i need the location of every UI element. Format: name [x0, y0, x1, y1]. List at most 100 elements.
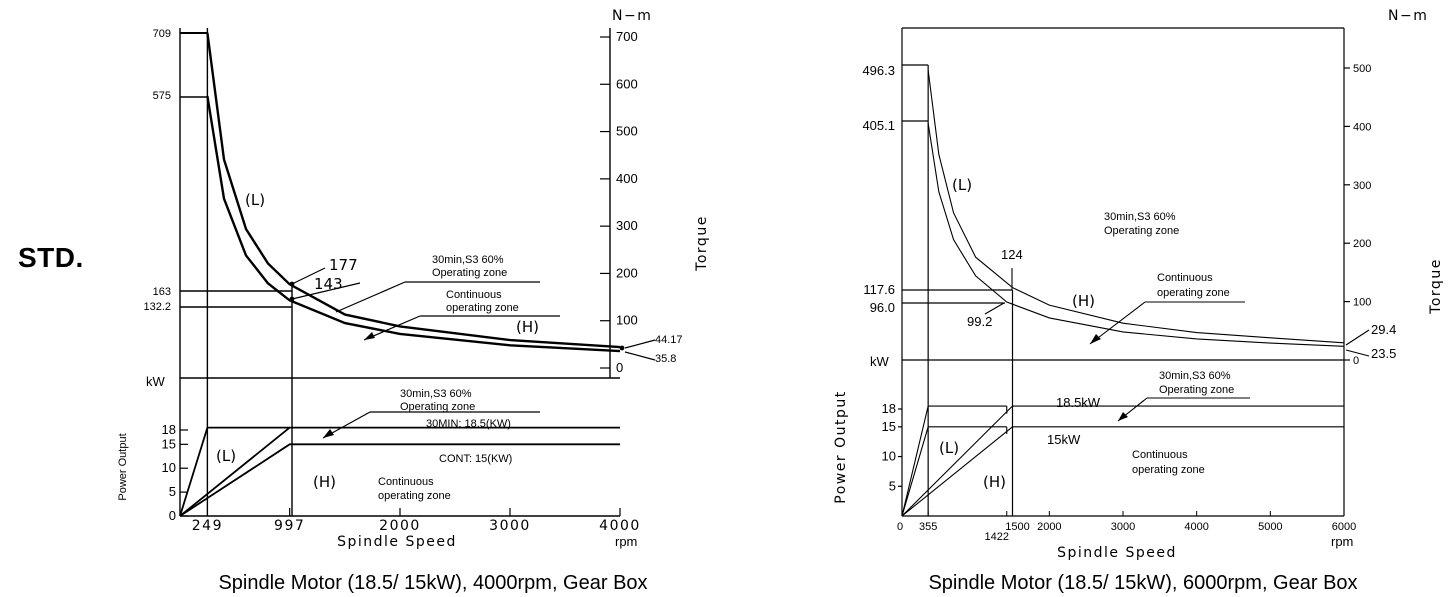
chart-2-zone30-2: Operating zone: [1104, 225, 1179, 237]
chart-2-torque-tick-label: 300: [1353, 180, 1371, 192]
chart-2-torque-unit: N−m: [1388, 8, 1428, 24]
chart-1-dot-end: [619, 345, 625, 351]
chart-1-p-cont-2: operating zone: [378, 490, 451, 502]
chart-2-left-label-117: 117.6: [863, 282, 895, 297]
chart-1-marks: [179, 32, 656, 517]
chart-2-p-cont-1: Continuous: [1132, 449, 1188, 461]
chart-1-leader-44: [624, 339, 656, 349]
chart-2-torque-axis-label: Torque: [1428, 258, 1444, 315]
chart-2-power-tick-label: 15: [882, 419, 896, 434]
chart-1-power-tick-label: 15: [162, 436, 176, 451]
chart-1-x-axis-label: Spindle Speed: [337, 534, 457, 550]
chart-1-cont-1: Continuous: [446, 289, 502, 301]
chart-2-x-unit: rpm: [1331, 534, 1353, 549]
chart-2-x-tick-label: 1500: [1005, 521, 1029, 533]
chart-1-title: Spindle Motor (18.5/ 15kW), 4000rpm, Gea…: [218, 572, 647, 594]
chart-1-x-tick-label: 249: [192, 518, 223, 534]
chart-2-power-tick-label: 18: [882, 401, 896, 416]
chart-1-torque-tick-label: 700: [616, 29, 638, 44]
chart-2-cont-1: Continuous: [1157, 272, 1213, 284]
chart-2-x-tick-label: 6000: [1332, 521, 1356, 533]
chart-1-x-unit: rpm: [615, 534, 637, 549]
chart-1-p-zone30-1: 30min,S3 60%: [400, 388, 472, 400]
chart-1-zone30-arrow: [335, 281, 406, 313]
chart-2-p-high-gear: (H): [983, 473, 1006, 491]
side-label: STD.: [18, 242, 84, 273]
chart-2-power-line-2: [901, 405, 1007, 517]
chart-2-zone30-1: 30min,S3 60%: [1104, 211, 1176, 223]
chart-2-x-tick-label: 0: [897, 521, 903, 533]
chart-1-x-tick-label: 2000: [379, 518, 421, 534]
chart-1-power-line-4: [179, 443, 620, 517]
chart-1-dot-177: [289, 281, 295, 287]
chart-1-power-line-3: [179, 426, 291, 517]
chart-2-left-label-96: 96.0: [870, 300, 895, 315]
chart-1-label-44: 44.17: [655, 334, 683, 346]
chart-1-torque-curve-1: [206, 95, 621, 353]
chart-2-p-zone30-1: 30min,S3 60%: [1159, 370, 1231, 382]
chart-1-left-label-709: 709: [153, 28, 171, 40]
chart-2-leader-29: [1345, 329, 1370, 346]
chart-1-power-axis-label: Power Output: [117, 433, 129, 500]
chart-2-label-23: 23.5: [1371, 346, 1396, 361]
chart-2-torque-curve-0: [927, 70, 1345, 344]
chart-1-torque-tick-label: 300: [616, 218, 638, 233]
chart-1-torque-unit: N−m: [612, 8, 652, 24]
chart-1-torque-tick-label: 100: [616, 313, 638, 328]
chart-1-power-unit: kW: [146, 374, 166, 389]
chart-1-torque-tick-label: 0: [616, 360, 623, 375]
chart-1-zone30-2: Operating zone: [432, 267, 507, 279]
chart-2-power-line-5: [901, 426, 1344, 517]
chart-2-torque-tick-label: 500: [1353, 63, 1371, 75]
chart-2-p-zone30-2: Operating zone: [1159, 384, 1234, 396]
chart-1-label-143: 143: [314, 275, 343, 293]
chart-1-power-tick-label: 10: [162, 460, 176, 475]
chart-2-power-tick-label: 10: [882, 449, 896, 464]
chart-2-p-zone30-arrowhead: [1118, 412, 1128, 421]
chart-1-left-label-132: 132.2: [143, 301, 171, 313]
chart-2-leader-99: [984, 302, 1005, 315]
chart-2-left-label-405: 405.1: [862, 118, 895, 133]
chart-1-power-tick-label: 18: [162, 422, 176, 437]
chart-1-leader-35: [624, 351, 656, 361]
chart-2-power-line-3: [901, 426, 1007, 517]
chart-2-power-axis-label: Power Output: [833, 390, 849, 503]
chart-2-x-tick-label: 3000: [1111, 521, 1135, 533]
chart-1-power-line-2: [179, 426, 620, 517]
chart-2-p-185: 18.5kW: [1056, 395, 1101, 410]
chart-2-power-line-4: [901, 405, 1344, 517]
chart-1-torque-tick-label: 200: [616, 265, 638, 280]
chart-1-torque-curve-0: [206, 32, 621, 349]
chart-2-x-tick-label: 2000: [1037, 521, 1061, 533]
chart-1-p-cont-value: CONT: 15(KW): [439, 453, 512, 465]
chart-1-p-high-gear: (H): [313, 473, 336, 491]
chart-2-torque-curve-1: [927, 123, 1345, 347]
chart-2-torque-tick-label: 100: [1353, 297, 1371, 309]
chart-2-left-label-496: 496.3: [862, 63, 895, 78]
chart-2-x-tick-label: 1422: [985, 531, 1009, 543]
chart-1-torque-axis-label: Torque: [694, 215, 710, 272]
chart-2-power-tick-label: 5: [889, 478, 896, 493]
chart-2-cont-arrowhead: [1090, 334, 1101, 344]
chart-2-torque-tick-label: 0: [1353, 355, 1359, 367]
chart-1-cont-2: operating zone: [446, 302, 519, 314]
chart-2-torque-tick-label: 400: [1353, 121, 1371, 133]
chart-1-torque-tick-label: 500: [616, 124, 638, 139]
chart-1-p-zone30-2: Operating zone: [400, 401, 475, 413]
chart-1-torque-tick-label: 400: [616, 171, 638, 186]
chart-2-p-low-gear: (L): [939, 439, 959, 457]
chart-2-label-29: 29.4: [1371, 322, 1396, 337]
chart-1-p-cont-1: Continuous: [378, 476, 434, 488]
chart-1-x-tick-label: 4000: [599, 518, 641, 534]
chart-1-high-gear: (H): [516, 318, 539, 336]
chart-1-label-177: 177: [329, 256, 358, 274]
chart-1-p-zone30-arrowhead: [323, 429, 334, 438]
chart-2-cont-2: operating zone: [1157, 287, 1230, 299]
chart-1-label-35: 35.8: [655, 353, 676, 365]
chart-2-torque-tick-label: 200: [1353, 238, 1371, 250]
chart-1-left-label-575: 575: [153, 90, 171, 102]
